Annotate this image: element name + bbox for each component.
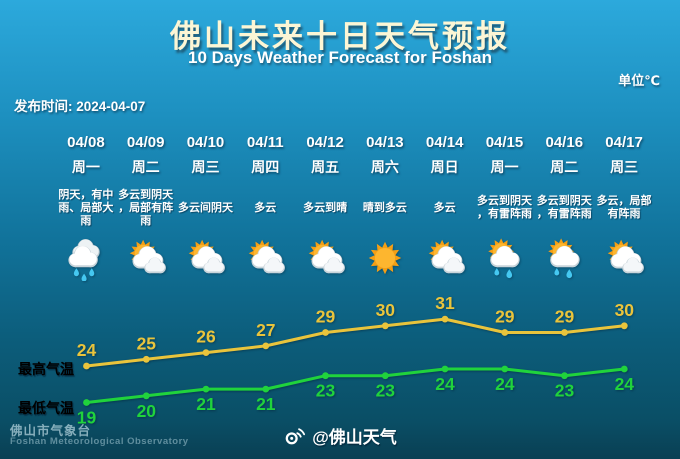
forecast-column: 04/16 周二 多云到阴天，有雷阵雨 (534, 134, 594, 281)
weekday-label: 周一 (490, 159, 519, 175)
date-label: 04/17 (605, 134, 643, 151)
svg-text:25: 25 (137, 333, 157, 353)
svg-text:31: 31 (435, 293, 455, 313)
weekday-label: 周五 (311, 159, 340, 175)
svg-text:30: 30 (615, 300, 635, 320)
low-temp-legend: 最低气温 (18, 400, 74, 416)
forecast-columns: 04/08 周一 阴天，有中雨、局部大雨 04/09 周二 多云到阴天，局部有阵… (56, 134, 654, 282)
weekday-label: 周一 (71, 159, 100, 175)
condition-text: 多云到阴天，局部有阵雨 (118, 188, 174, 227)
weekday-label: 周日 (430, 159, 459, 175)
weekday-label: 周三 (191, 159, 220, 175)
date-label: 04/16 (545, 134, 584, 151)
svg-text:29: 29 (555, 307, 575, 327)
date-label: 04/10 (186, 134, 225, 151)
forecast-column: 04/17 周三 多云，局部有阵雨 (594, 134, 654, 281)
date-label: 04/11 (246, 134, 284, 151)
condition-text: 多云，局部有阵雨 (596, 195, 652, 220)
weekday-label: 周二 (550, 159, 579, 175)
weekday-label: 周二 (131, 159, 160, 175)
forecast-column: 04/15 周一 多云到阴天，有雷阵雨 (475, 134, 535, 281)
weibo-icon (285, 428, 306, 445)
svg-text:24: 24 (77, 340, 97, 360)
condition-text: 多云间阴天 (177, 201, 233, 214)
svg-text:20: 20 (137, 401, 157, 421)
svg-text:24: 24 (615, 374, 635, 394)
svg-text:21: 21 (196, 394, 216, 414)
svg-text:23: 23 (376, 381, 396, 401)
svg-text:21: 21 (256, 394, 276, 414)
svg-text:23: 23 (316, 381, 336, 401)
svg-text:29: 29 (495, 307, 515, 327)
weibo-handle: @佛山天气 (312, 428, 397, 447)
date-label: 04/08 (67, 134, 105, 151)
sun-cloud-icon (422, 235, 468, 281)
svg-text:23: 23 (555, 381, 575, 401)
weekday-label: 周三 (610, 159, 639, 175)
svg-text:27: 27 (256, 320, 275, 340)
forecast-column: 04/14 周日 多云 (415, 134, 475, 281)
sun-cloud-icon (123, 235, 169, 281)
svg-text:30: 30 (376, 300, 396, 320)
svg-text:24: 24 (495, 374, 515, 394)
org-name-en: Foshan Meteorological Observatory (10, 436, 189, 447)
sun-cloud-rain-icon (541, 235, 587, 281)
forecast-column: 04/08 周一 阴天，有中雨、局部大雨 (56, 134, 116, 282)
forecast-column: 04/10 周三 多云间阴天 (176, 134, 236, 281)
page-subtitle: 10 Days Weather Forecast for Foshan (188, 48, 492, 67)
forecast-column: 04/13 周六 晴到多云 (355, 134, 415, 281)
weibo-attribution: @佛山天气 (0, 423, 680, 448)
date-label: 04/14 (425, 134, 464, 151)
sun-cloud-icon (182, 235, 228, 281)
condition-text: 阴天，有中雨、局部大雨 (58, 188, 114, 227)
condition-text: 多云到阴天，有雷阵雨 (476, 195, 532, 220)
high-temp-legend: 最高气温 (18, 361, 74, 377)
unit-label: 单位℃ (618, 73, 660, 88)
svg-text:26: 26 (196, 327, 216, 347)
forecast-column: 04/09 周二 多云到阴天，局部有阵雨 (116, 134, 176, 281)
weekday-label: 周六 (370, 159, 399, 175)
weekday-label: 周四 (251, 159, 280, 175)
sun-icon (362, 235, 408, 281)
forecast-column: 04/12 周五 多云到晴 (295, 134, 355, 281)
date-label: 04/12 (306, 134, 344, 151)
svg-text:24: 24 (435, 374, 455, 394)
condition-text: 多云到晴 (303, 201, 348, 214)
condition-text: 多云到阴天，有雷阵雨 (536, 195, 592, 220)
sun-cloud-icon (242, 235, 288, 281)
condition-text: 晴到多云 (362, 201, 407, 214)
sun-cloud-icon (302, 235, 348, 281)
sun-cloud-rain-icon (481, 235, 527, 281)
org-name-cn: 佛山市气象台 (10, 424, 92, 438)
forecast-column: 04/11 周四 多云 (235, 134, 295, 281)
condition-text: 多云 (433, 201, 456, 214)
rain-icon (63, 235, 109, 282)
page-title: 佛山未来十日天气预报 (170, 19, 510, 54)
release-time: 发布时间: 2024-04-07 (14, 99, 146, 114)
date-label: 04/15 (485, 134, 524, 151)
date-label: 04/09 (126, 134, 165, 151)
svg-text:29: 29 (316, 307, 336, 327)
condition-text: 多云 (254, 201, 277, 214)
svg-text:19: 19 (77, 408, 97, 428)
sun-cloud-icon (601, 235, 647, 281)
date-label: 04/13 (366, 134, 404, 151)
